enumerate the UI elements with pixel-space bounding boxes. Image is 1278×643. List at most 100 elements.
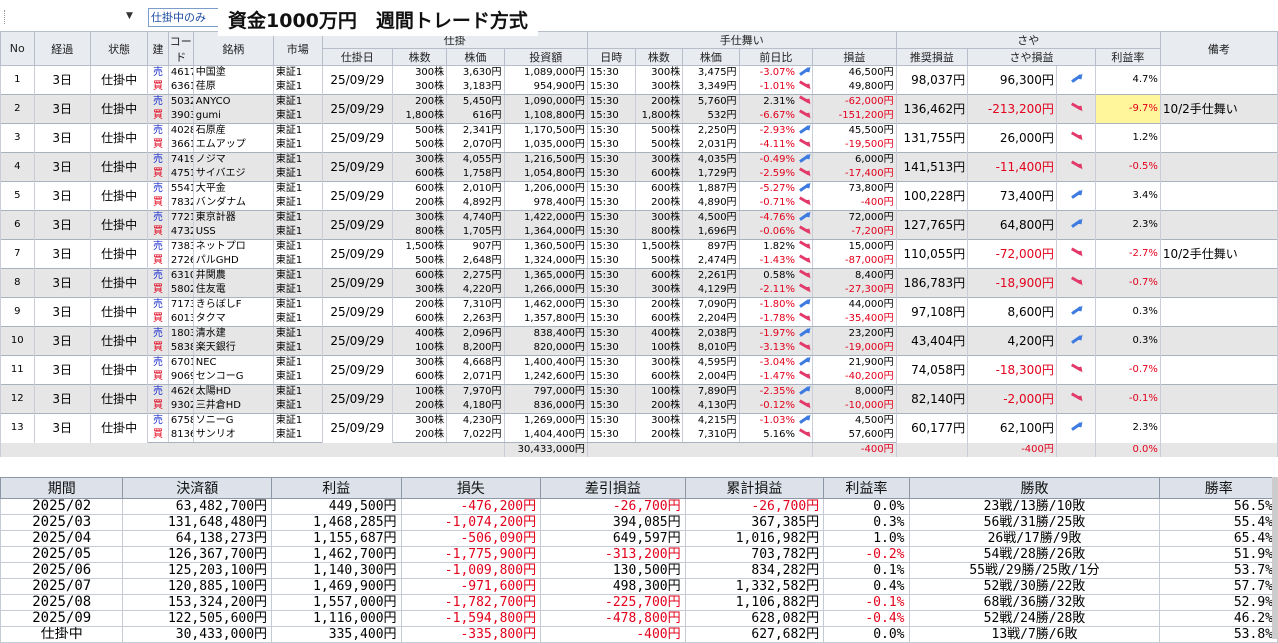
side-cell: 買	[147, 254, 169, 269]
investment-cell: 1,089,000円	[503, 65, 588, 80]
table-row[interactable]: 買7832バンダナム東証1200株4,892円978,400円15:30200株…	[1, 196, 1278, 211]
summary-row[interactable]: 2025/08 153,324,200円 1,557,000円 -1,782,700円…	[0, 594, 1278, 611]
trend-down-icon	[1070, 247, 1082, 256]
table-row[interactable]: 113日仕掛中売6701NEC東証125/09/29300株4,668円1,40…	[0, 355, 1278, 385]
col-entry-price[interactable]: 株価	[446, 48, 505, 66]
col-name[interactable]: 銘柄	[192, 31, 274, 66]
entry-shares-cell: 300株	[392, 80, 448, 95]
col-rate[interactable]: 利益率	[1094, 48, 1161, 66]
summary-col-header[interactable]: 決済額	[122, 477, 273, 499]
table-row[interactable]: 133日仕掛中売6758ソニーG東証125/09/29300株4,230円1,2…	[0, 413, 1278, 443]
code-cell: 7721	[167, 210, 194, 225]
summary-row[interactable]: 2025/02 63,482,700円 449,500円 -476,200円 -26,7…	[0, 498, 1278, 515]
table-row[interactable]: 買4732USS東証1800株1,705円1,364,000円15:30800株…	[1, 225, 1278, 240]
table-row[interactable]: 73日仕掛中売7383ネットプロ東証125/09/291,500株907円1,3…	[0, 239, 1278, 269]
saya-pl-cell: 4,200円	[967, 326, 1057, 356]
pl-cell: -151,200円	[812, 109, 897, 124]
summary-row[interactable]: 2025/05 126,367,700円 1,462,700円 -1,775,900円…	[0, 546, 1278, 563]
table-row[interactable]: 43日仕掛中売7419ノジマ東証125/09/29300株4,055円1,216…	[0, 152, 1278, 182]
summary-col-header[interactable]: 勝率	[1159, 477, 1278, 499]
col-market[interactable]: 市場	[272, 31, 323, 66]
col-entry-shares[interactable]: 株数	[392, 48, 448, 66]
code-cell: 7419	[167, 152, 194, 167]
entry-price-cell: 2,648円	[446, 254, 505, 269]
code-cell: 4028	[167, 123, 194, 138]
table-row[interactable]: 93日仕掛中売7173きらぼしF東証125/09/29200株7,310円1,4…	[0, 297, 1278, 327]
summary-col-header[interactable]: 損失	[400, 477, 542, 499]
summary-col-header[interactable]: 期間	[0, 477, 124, 499]
table-row[interactable]: 83日仕掛中売6310井関農東証125/09/29600株2,275円1,365…	[0, 268, 1278, 298]
table-row[interactable]: 買5802住友電東証1300株4,220円1,266,000円15:30300株…	[1, 283, 1278, 298]
table-row[interactable]: 13日仕掛中売4617中国塗東証125/09/29300株3,630円1,089…	[0, 65, 1278, 95]
table-row[interactable]: 買9302三井倉HD東証1200株4,180円836,000円15:30200株…	[1, 399, 1278, 414]
col-code[interactable]: コード	[167, 31, 194, 66]
table-row[interactable]: 買8136サンリオ東証1200株7,022円1,404,400円15:30200…	[1, 428, 1278, 443]
table-row[interactable]: 23日仕掛中売5032ANYCO東証125/09/29200株5,450円1,0…	[0, 94, 1278, 124]
trend-down-icon	[798, 80, 810, 89]
col-est-pl[interactable]: 推奨損益	[895, 48, 969, 66]
exit-price-cell: 4,035円	[682, 152, 740, 167]
rate-cell: 1.2%	[1094, 123, 1161, 153]
summary-row[interactable]: 2025/03 131,648,480円 1,468,285円 -1,074,200円…	[0, 514, 1278, 531]
table-row[interactable]: 買9069センコーG東証1600株2,071円1,242,600円15:3060…	[1, 370, 1278, 385]
market-cell: 東証1	[272, 283, 323, 298]
exit-price-cell: 2,004円	[682, 370, 740, 385]
scrollbar[interactable]	[1272, 477, 1278, 639]
table-row[interactable]: 買6013タクマ東証1600株2,263円1,357,800円15:30600株…	[1, 312, 1278, 327]
entry-shares-cell: 400株	[392, 326, 448, 341]
col-side[interactable]: 建	[147, 31, 169, 66]
col-exit-time[interactable]: 日時	[586, 48, 636, 66]
summary-col-header[interactable]: 勝敗	[908, 477, 1161, 499]
col-investment[interactable]: 投資額	[503, 48, 588, 66]
col-pl[interactable]: 損益	[812, 48, 897, 66]
col-exit-price[interactable]: 株価	[682, 48, 740, 66]
col-no[interactable]: No	[0, 31, 35, 66]
col-exit-shares[interactable]: 株数	[634, 48, 684, 66]
change-cell: -1.80%	[738, 297, 814, 312]
pl-cell: -27,300円	[812, 283, 897, 298]
summary-col-header[interactable]: 利益	[271, 477, 402, 499]
table-row[interactable]: 買4751サイバエジ東証1600株1,758円1,054,800円15:3060…	[1, 167, 1278, 182]
entry-shares-cell: 600株	[392, 181, 448, 196]
col-elapsed[interactable]: 経過	[33, 31, 91, 66]
saya-pl-cell: -213,200円	[967, 94, 1057, 124]
col-entry-date[interactable]: 仕掛日	[321, 48, 394, 66]
summary-row[interactable]: 2025/07 120,885,100円 1,469,900円 -971,600円 49…	[0, 578, 1278, 595]
market-cell: 東証1	[272, 341, 323, 356]
toolbar-grip[interactable]	[4, 10, 8, 24]
elapsed-cell: 3日	[33, 268, 91, 298]
summary-col-header[interactable]: 差引損益	[540, 477, 686, 499]
investment-cell: 1,035,000円	[503, 138, 588, 153]
col-saya-pl[interactable]: さや損益	[967, 48, 1096, 66]
summary-row[interactable]: 仕掛中 30,433,000円 335,400円 -335,800円 -400円 627,…	[0, 626, 1278, 643]
entry-price-cell: 7,022円	[446, 428, 505, 443]
table-row[interactable]: 33日仕掛中売4028石原産東証125/09/29500株2,341円1,170…	[0, 123, 1278, 153]
change-cell: 0.58%	[738, 268, 814, 283]
table-row[interactable]: 53日仕掛中売5541大平金東証125/09/29600株2,010円1,206…	[0, 181, 1278, 211]
summary-col-header[interactable]: 累計損益	[684, 477, 825, 499]
summary-row[interactable]: 2025/06 125,203,100円 1,140,300円 -1,009,800円…	[0, 562, 1278, 579]
net-pl-cell: -225,700円	[540, 594, 686, 611]
col-change[interactable]: 前日比	[738, 48, 814, 66]
code-cell: 6013	[167, 312, 194, 327]
row-no: 7	[0, 239, 35, 269]
summary-row[interactable]: 2025/04 64,138,273円 1,155,687円 -506,090円 649…	[0, 530, 1278, 547]
saya-pl-value: 26,000円	[999, 131, 1054, 145]
col-status[interactable]: 状態	[89, 31, 149, 66]
table-row[interactable]: 103日仕掛中売1803清水建東証125/09/29400株2,096円838,…	[0, 326, 1278, 356]
filter-dropdown[interactable]: 仕掛中のみ	[148, 8, 222, 27]
summary-col-header[interactable]: 利益率	[823, 477, 910, 499]
table-row[interactable]: 買3661エムアップ東証1500株2,070円1,035,000円15:3050…	[1, 138, 1278, 153]
table-row[interactable]: 123日仕掛中売4626太陽HD東証125/09/29100株7,970円797…	[0, 384, 1278, 414]
trend-down-icon	[798, 167, 810, 176]
chevron-down-icon[interactable]: ▼	[126, 11, 133, 21]
col-note[interactable]: 備考	[1159, 31, 1278, 66]
table-row[interactable]: 63日仕掛中売7721東京計器東証125/09/29300株4,740円1,42…	[0, 210, 1278, 240]
pl-cell: 49,800円	[812, 80, 897, 95]
table-row[interactable]: 買5838楽天銀行東証1100株8,200円820,000円15:30100株8…	[1, 341, 1278, 356]
investment-cell: 1,357,800円	[503, 312, 588, 327]
investment-cell: 954,900円	[503, 80, 588, 95]
summary-row[interactable]: 2025/09 122,505,600円 1,116,000円 -1,594,800円…	[0, 610, 1278, 627]
pl-cell: -17,400円	[812, 167, 897, 182]
code-cell: 5032	[167, 94, 194, 109]
